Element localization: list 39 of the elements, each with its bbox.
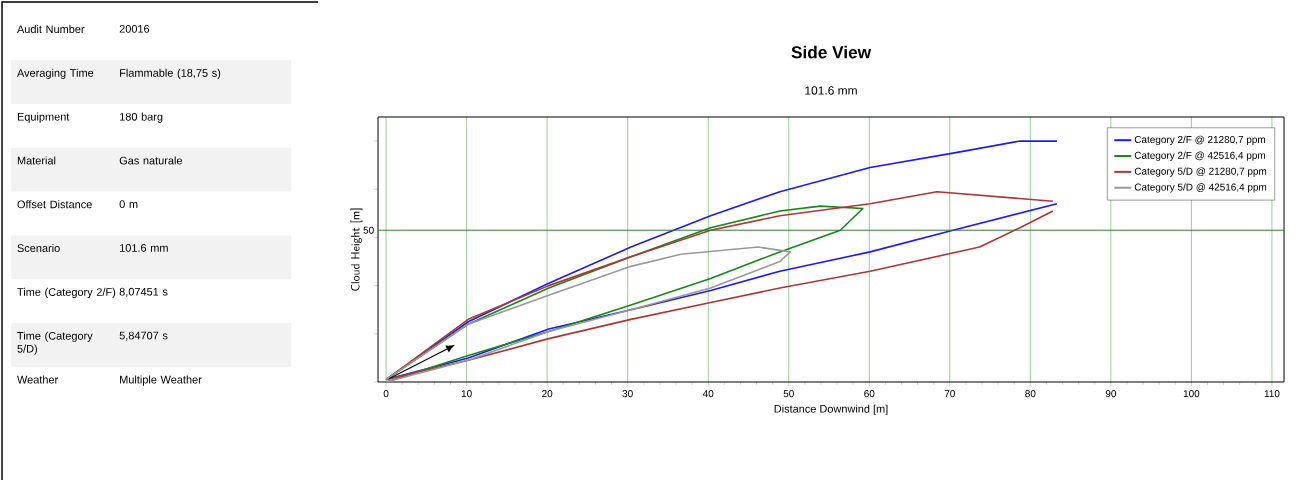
chart-title: Side View — [791, 45, 872, 59]
text: 180 barg — [120, 112, 163, 123]
legend-label: Category 5/D @ 42516,4 ppm — [1134, 183, 1267, 193]
x-tick-label: 80 — [1025, 390, 1036, 398]
text: Time (Category 5/D) — [17, 331, 93, 355]
x-tick-label: 90 — [1105, 390, 1117, 398]
text: 50 — [363, 226, 374, 234]
x-tick-label: 50 — [783, 390, 794, 398]
text: 0 m — [119, 200, 138, 209]
x-tick-label: 100 — [1183, 390, 1200, 398]
x-tick-label: 10 — [461, 390, 472, 398]
text: Scenario — [17, 244, 60, 253]
text: 8,07451 s — [119, 287, 168, 298]
text: Weather — [17, 375, 59, 384]
x-tick-label: 30 — [622, 390, 633, 398]
x-tick-label: 40 — [702, 390, 714, 398]
x-tick-label: 0 — [383, 390, 389, 398]
text: Offset Distance — [17, 200, 92, 209]
legend-label: Category 2/F @ 42516,4 ppm — [1134, 151, 1265, 161]
text: Multiple Weather — [120, 375, 202, 386]
text: Material — [17, 156, 56, 165]
legend-label: Category 5/D @ 21280,7 ppm — [1134, 167, 1267, 177]
x-tick-label: 110 — [1264, 390, 1280, 398]
chart-subtitle: 101.6 mm — [805, 86, 857, 95]
text: Audit Number — [16, 25, 85, 34]
x-tick-label: 70 — [944, 390, 955, 398]
text: Gas naturale — [119, 156, 183, 165]
text: 5,84707 s — [119, 331, 168, 341]
text: Time (Category 2/F) — [17, 287, 116, 299]
text: Equipment — [17, 112, 70, 123]
x-tick-label: 20 — [542, 390, 553, 398]
text: 101.6 mm — [120, 244, 168, 252]
legend-label: Category 2/F @ 21280,7 ppm — [1134, 135, 1265, 146]
x-tick-label: 60 — [864, 390, 875, 398]
text: Flammable (18,75 s) — [120, 68, 221, 80]
x-axis-title: Distance Downwind [m] — [774, 404, 888, 415]
text: Averaging Time — [16, 68, 94, 80]
text: 20016 — [119, 25, 150, 33]
y-axis-title: Cloud Height [m] — [350, 208, 363, 291]
